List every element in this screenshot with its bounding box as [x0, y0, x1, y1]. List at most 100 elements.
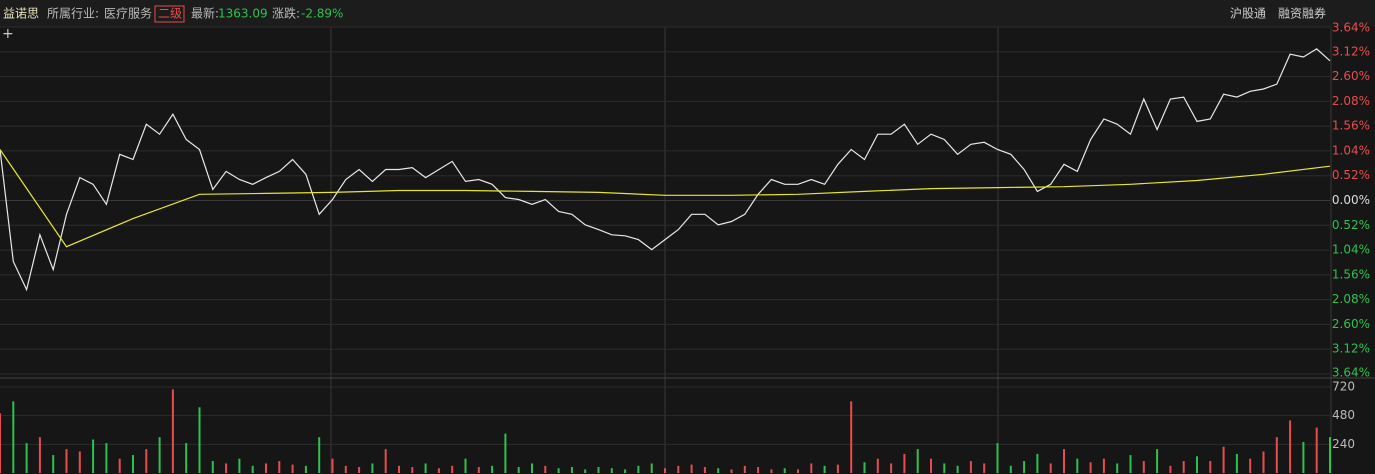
volume-bar: [12, 401, 15, 473]
volume-bar: [783, 468, 786, 473]
y-tick-label: 0.52%: [1332, 168, 1370, 182]
industry[interactable]: 医疗服务: [104, 6, 152, 21]
y-tick-label: 1.04%: [1332, 143, 1370, 157]
volume-bar: [664, 468, 666, 473]
volume-bar: [398, 465, 400, 473]
volume-bar: [105, 443, 108, 473]
volume-bar: [810, 463, 813, 473]
volume-bar: [637, 465, 640, 473]
stock-name: 益诺思: [3, 7, 39, 21]
header-bar: [0, 0, 1375, 27]
volume-bar: [132, 455, 134, 473]
volume-bar: [1262, 451, 1265, 473]
volume-bar: [118, 458, 121, 473]
volume-bar: [903, 453, 906, 473]
volume-bar: [517, 467, 520, 473]
volume-bar: [1249, 458, 1252, 473]
volume-bar: [531, 463, 533, 473]
volume-bar: [996, 443, 999, 473]
volume-bar: [597, 467, 600, 473]
y-tick-label: 2.60%: [1332, 69, 1370, 83]
tag[interactable]: 融资融券: [1278, 6, 1326, 21]
volume-bar: [610, 468, 613, 473]
volume-bar: [850, 401, 853, 473]
volume-bar: [930, 458, 932, 473]
crosshair-icon[interactable]: +: [2, 26, 14, 42]
y-tick-label: 2.08%: [1332, 94, 1370, 108]
volume-bar: [1182, 461, 1185, 473]
volume-bar: [1036, 453, 1039, 473]
volume-bar: [464, 458, 467, 473]
latest: 1363.09: [218, 7, 268, 21]
volume-bar: [1063, 449, 1065, 473]
y-tick-label: 3.12%: [1332, 44, 1370, 58]
y-tick-label: 1.56%: [1332, 267, 1370, 281]
volume-bar: [717, 468, 720, 473]
volume-bar: [1089, 462, 1092, 473]
volume-bar: [491, 465, 494, 473]
volume-bar: [916, 449, 919, 473]
volume-bar: [158, 437, 161, 473]
industry-label: 所属行业:: [47, 7, 99, 21]
volume-bar: [278, 461, 281, 473]
volume-bar: [358, 467, 361, 473]
volume-bar: [1222, 446, 1225, 473]
volume-bar: [331, 458, 334, 473]
y-tick-label: 0.00%: [1332, 193, 1370, 207]
volume-bar: [1169, 465, 1172, 473]
volume-bar: [1275, 437, 1278, 473]
volume-bar: [304, 465, 307, 473]
volume-bar: [943, 463, 946, 473]
volume-tick-label: 240: [1332, 437, 1355, 451]
volume-bar: [145, 449, 148, 473]
volume-bar: [451, 465, 454, 473]
volume-bar: [1315, 427, 1318, 473]
y-tick-label: 3.64%: [1332, 21, 1370, 35]
volume-bar: [1156, 449, 1159, 473]
volume-bar: [703, 467, 706, 473]
volume-bar: [730, 469, 733, 473]
tag[interactable]: 沪股通: [1230, 7, 1266, 21]
volume-bar: [890, 463, 893, 473]
volume-bar: [78, 451, 81, 473]
change-label: 涨跌:: [272, 6, 300, 21]
volume-bar: [411, 467, 414, 473]
volume-bar: [65, 449, 68, 473]
y-tick-label: 1.04%: [1332, 243, 1370, 257]
y-tick-label: 1.56%: [1332, 119, 1370, 133]
volume-bar: [983, 463, 986, 473]
volume-bar: [823, 465, 826, 473]
volume-bar: [0, 413, 1, 473]
y-tick-label: 3.12%: [1332, 342, 1370, 356]
volume-bar: [1049, 463, 1052, 473]
price-line: [0, 48, 1331, 292]
volume-bar: [265, 463, 267, 473]
volume-bar: [770, 469, 773, 473]
volume-bar: [1129, 455, 1132, 473]
volume-bar: [797, 469, 799, 473]
volume-bar: [198, 407, 201, 473]
volume-bar: [92, 439, 95, 473]
volume-bar: [1196, 456, 1198, 473]
volume-bar: [52, 455, 55, 473]
volume-bar: [1102, 458, 1105, 473]
volume-bar: [956, 465, 959, 473]
y-tick-label: 2.60%: [1332, 317, 1370, 331]
volume-bar: [876, 458, 879, 473]
level: 二级: [158, 7, 182, 21]
change: -2.89%: [301, 7, 343, 21]
volume-bar: [969, 461, 972, 473]
volume-tick-label: 480: [1332, 408, 1355, 422]
volume-bar: [291, 464, 294, 473]
volume-bar: [584, 469, 587, 473]
volume-bar: [1116, 463, 1119, 473]
volume-bar: [424, 463, 427, 473]
volume-bar: [690, 464, 693, 473]
volume-bar: [677, 465, 680, 473]
volume-bar: [477, 467, 480, 473]
volume-bar: [650, 463, 653, 473]
volume-bar: [836, 464, 839, 473]
